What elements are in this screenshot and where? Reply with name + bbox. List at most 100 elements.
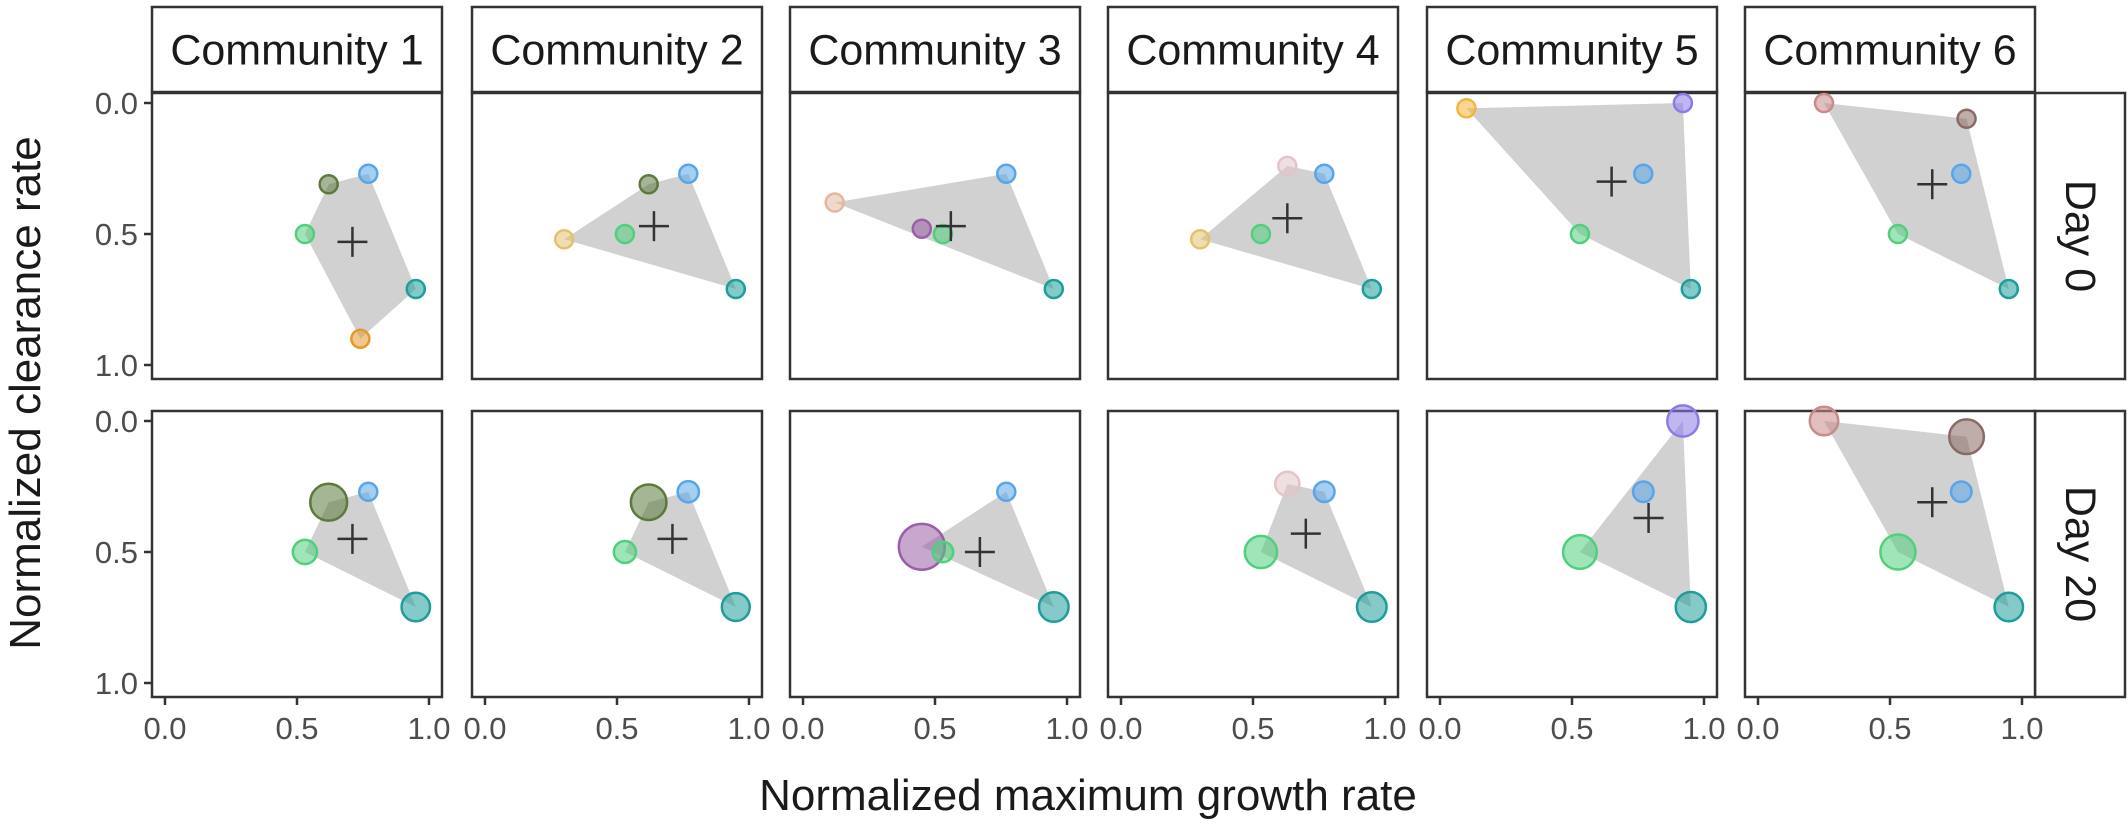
row-strip-box <box>2033 91 2127 381</box>
strip-label: Community 1 <box>170 27 423 75</box>
point-sp_purple <box>911 218 933 240</box>
row-strip-label: Day 20 <box>2056 486 2104 622</box>
point-sp_green <box>932 223 954 245</box>
point-sp_teal <box>1355 590 1388 624</box>
strip-box <box>150 5 444 94</box>
x-tick-label: 0.5 <box>275 711 318 746</box>
point-sp_green <box>1561 533 1599 571</box>
point-sp_brown <box>1947 418 1986 456</box>
panel-c2-day0 <box>470 91 764 381</box>
point-sp_teal <box>1993 591 2025 623</box>
point-sp_green <box>1569 223 1591 245</box>
point-sp_blue <box>1949 480 1973 504</box>
point-sp_blue <box>358 163 379 184</box>
convex-hull <box>1579 421 1691 608</box>
strip-box <box>470 5 764 94</box>
point-sp_teal <box>1680 278 1702 300</box>
strip-box <box>1743 5 2037 94</box>
panel-c1-day20 <box>150 409 444 699</box>
row-strip-label: Day 0 <box>2056 180 2104 292</box>
strip-box <box>1106 5 1400 94</box>
x-tick-label: 0.5 <box>1550 711 1593 746</box>
point-sp_teal <box>1361 278 1383 300</box>
point-sp_pink <box>1277 155 1298 177</box>
convex-hull <box>921 491 1054 608</box>
centroid-marker <box>1290 518 1321 549</box>
y-tick-label: 1.0 <box>95 666 138 701</box>
convex-hull <box>564 173 736 290</box>
centroid-marker <box>337 523 368 554</box>
x-tick-label: 0.0 <box>463 711 506 746</box>
point-sp_blue <box>676 479 701 504</box>
centroid-marker <box>638 211 669 242</box>
panel-c4-day20 <box>1106 409 1400 699</box>
y-tick-label: 0.5 <box>95 217 138 252</box>
centroid-marker <box>1272 203 1303 234</box>
convex-hull <box>1200 165 1372 290</box>
strip-label: Community 4 <box>1126 27 1379 75</box>
convex-hull <box>1824 103 2009 290</box>
point-sp_olive <box>318 173 339 195</box>
strip-label: Community 5 <box>1445 27 1698 75</box>
panel-c3-day20 <box>788 409 1082 699</box>
point-sp_brown <box>1956 108 1977 129</box>
row-strip-1: Day 0 <box>2033 91 2127 381</box>
point-sp_green <box>614 223 636 245</box>
point-sp_green <box>294 223 316 245</box>
strip-1: Community 1 <box>150 5 444 94</box>
x-tick-label: 0.0 <box>1099 711 1142 746</box>
x-tick-label: 1.0 <box>1045 711 1088 746</box>
point-sp_green <box>931 540 955 564</box>
point-sp_blue <box>1633 163 1654 184</box>
x-tick-label: 0.5 <box>1868 711 1911 746</box>
point-sp_blue <box>996 163 1017 184</box>
y-tick-label: 1.0 <box>95 348 138 383</box>
point-sp_green <box>291 538 319 566</box>
point-sp_teal <box>1037 590 1070 624</box>
x-tick-label: 0.0 <box>1418 711 1461 746</box>
point-sp_orange <box>350 328 371 350</box>
x-tick-label: 1.0 <box>2000 711 2043 746</box>
point-sp_teal <box>1674 590 1708 624</box>
point-sp_violet <box>1672 92 1694 114</box>
point-sp_teal <box>725 278 747 300</box>
centroid-marker <box>337 226 368 257</box>
x-tick-label: 0.5 <box>913 711 956 746</box>
strip-6: Community 6 <box>1743 5 2037 94</box>
panel-c1-day0 <box>150 91 444 381</box>
point-sp_peach <box>824 192 845 213</box>
x-tick-label: 1.0 <box>407 711 450 746</box>
point-sp_rose <box>1808 405 1840 437</box>
strip-label: Community 2 <box>490 27 743 75</box>
strip-4: Community 4 <box>1106 5 1400 94</box>
centroid-marker <box>1633 502 1664 533</box>
convex-hull <box>304 173 416 339</box>
y-tick-label: 0.0 <box>95 404 138 439</box>
strip-5: Community 5 <box>1425 5 1719 94</box>
x-tick-label: 0.0 <box>143 711 186 746</box>
point-sp_green <box>1243 534 1279 570</box>
point-sp_teal <box>720 591 751 623</box>
y-tick-label: 0.5 <box>95 535 138 570</box>
panel-c6-day0 <box>1743 91 2037 381</box>
point-sp_tan <box>553 228 575 250</box>
strip-label: Community 3 <box>808 27 1061 75</box>
convex-hull <box>1466 103 1691 290</box>
point-sp_teal <box>400 591 432 623</box>
panel-c3-day0 <box>788 91 1082 381</box>
x-tick-label: 0.0 <box>1736 711 1779 746</box>
y-axis-title: Normalized clearance rate <box>1 136 50 650</box>
x-tick-label: 1.0 <box>1363 711 1406 746</box>
centroid-marker <box>935 211 966 242</box>
point-sp_rose <box>1813 92 1835 114</box>
strip-box <box>788 5 1082 94</box>
point-sp_tan <box>1189 228 1211 250</box>
point-sp_blue <box>678 163 699 184</box>
point-sp_teal <box>1043 278 1065 300</box>
centroid-marker <box>964 537 995 567</box>
point-sp_teal <box>1998 278 2020 300</box>
x-tick-label: 0.0 <box>781 711 824 746</box>
convex-hull <box>1824 421 2009 608</box>
point-sp_green <box>1887 223 1909 245</box>
